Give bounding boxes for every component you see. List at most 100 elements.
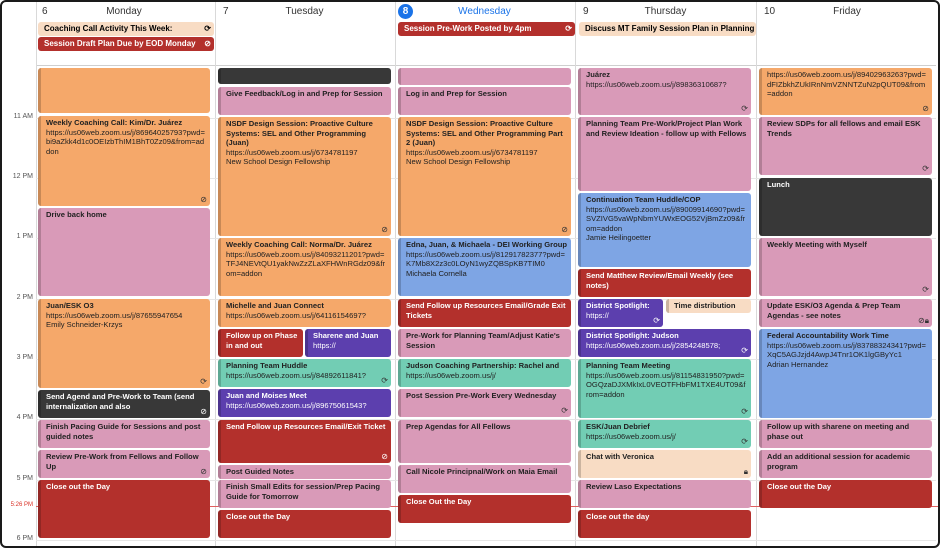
- event-block[interactable]: Planning Team Meeting https://us06web.zo…: [578, 359, 751, 418]
- event-title: Follow up with sharene on meeting and ph…: [767, 422, 910, 441]
- event-block[interactable]: Lunch: [759, 178, 932, 236]
- event-title: Lunch: [767, 180, 790, 189]
- event-block[interactable]: Michelle and Juan Connect https://us06we…: [218, 299, 391, 327]
- event-block[interactable]: Close Out the Day: [398, 495, 571, 523]
- event-block[interactable]: Drive back home: [38, 208, 210, 296]
- time-label: 2 PM: [16, 294, 33, 301]
- event-block[interactable]: Send Follow up Resources Email/Grade Exi…: [398, 299, 571, 327]
- muted-icon: ⊘: [200, 406, 207, 416]
- repeat-icon: ⟳: [922, 163, 929, 173]
- event-title: Log in and Prep for Session: [406, 89, 507, 98]
- column-divider: [215, 2, 216, 546]
- event-block[interactable]: Chat with Veronica 🔒︎: [578, 450, 751, 478]
- event-block[interactable]: Planning Team Huddle https://us06web.zoo…: [218, 359, 391, 387]
- event-block[interactable]: [218, 68, 391, 84]
- event-block[interactable]: Juárez https://us06web.zoom.us/j/8983631…: [578, 68, 751, 115]
- event-title: Federal Accountability Work Time: [767, 331, 889, 340]
- event-block[interactable]: Weekly Coaching Call: Kim/Dr. Juárez htt…: [38, 116, 210, 206]
- repeat-icon: ⟳: [741, 436, 748, 446]
- event-title: Weekly Coaching Call: Kim/Dr. Juárez: [46, 118, 183, 127]
- event-block[interactable]: [38, 68, 210, 113]
- event-block[interactable]: Post Guided Notes: [218, 465, 391, 479]
- event-block[interactable]: Add an additional session for academic p…: [759, 450, 932, 478]
- event-title: Planning Team Pre-Work/Project Plan Work…: [586, 119, 747, 138]
- event-title: Juárez: [586, 70, 611, 79]
- all-day-event[interactable]: Session Pre-Work Posted by 4pm ⟳: [398, 22, 575, 36]
- time-label: 6 PM: [16, 535, 33, 542]
- event-block[interactable]: Send Agend and Pre-Work to Team (send in…: [38, 390, 210, 418]
- event-block[interactable]: Review SDPs for all fellows and email ES…: [759, 117, 932, 175]
- event-block[interactable]: Log in and Prep for Session: [398, 87, 571, 115]
- event-block[interactable]: Send Follow up Resources Email/Exit Tick…: [218, 420, 391, 463]
- event-block[interactable]: Weekly Coaching Call: Norma/Dr. Juárez h…: [218, 238, 391, 296]
- event-title: Add an additional session for academic p…: [767, 452, 911, 471]
- event-title: ESK/Juan Debrief: [586, 422, 650, 431]
- event-block[interactable]: Call Nicole Principnal/Work on Maia Emai…: [398, 465, 571, 493]
- day-header-monday[interactable]: 6 Monday: [36, 2, 212, 20]
- day-name: Wednesday: [458, 5, 511, 17]
- all-day-event[interactable]: Session Draft Plan Due by EOD Monday ⊘: [38, 37, 214, 51]
- event-block[interactable]: Close out the Day: [38, 480, 210, 538]
- event-title: NSDF Design Session: Proactive Culture S…: [406, 119, 563, 147]
- event-block[interactable]: Sharene and Juan https://: [305, 329, 391, 357]
- event-block[interactable]: Juan and Moises Meet https://us06web.zoo…: [218, 389, 391, 417]
- muted-icon: ⊘: [381, 224, 388, 234]
- day-number: 6: [42, 5, 48, 17]
- column-divider: [756, 2, 757, 546]
- event-title: Discuss MT Family Session Plan in Planni…: [585, 24, 755, 33]
- event-block[interactable]: Pre-Work for Planning Team/Adjust Katie'…: [398, 329, 571, 357]
- event-title: Give Feedback/Log in and Prep for Sessio…: [226, 89, 383, 98]
- event-block[interactable]: Weekly Meeting with Myself ⟳: [759, 238, 932, 296]
- event-title: Send Matthew Review/Email Weekly (see no…: [586, 271, 734, 290]
- event-block[interactable]: Close out the Day: [759, 480, 932, 508]
- event-title: Close out the Day: [226, 512, 291, 521]
- day-number-today: 8: [398, 3, 413, 19]
- event-block[interactable]: Time distribution: [666, 299, 751, 313]
- event-block[interactable]: Follow up with sharene on meeting and ph…: [759, 420, 932, 448]
- day-header-tuesday[interactable]: 7 Tuesday: [217, 2, 392, 20]
- event-title: Close out the Day: [767, 482, 832, 491]
- repeat-icon: ⟳: [922, 284, 929, 294]
- event-title: Planning Team Huddle: [226, 361, 308, 370]
- event-block[interactable]: Juan/ESK O3 https://us06web.zoom.us/j/87…: [38, 299, 210, 388]
- event-details: https://us06web.zoom.us/j/64116154697?: [226, 310, 367, 320]
- muted-icon: ⊘: [204, 39, 211, 48]
- event-block[interactable]: Review Laso Expectations: [578, 480, 751, 508]
- event-block[interactable]: Planning Team Pre-Work/Project Plan Work…: [578, 117, 751, 191]
- event-block[interactable]: NSDF Design Session: Proactive Culture S…: [398, 117, 571, 236]
- day-header-friday[interactable]: 10 Friday: [758, 2, 936, 20]
- event-block[interactable]: Give Feedback/Log in and Prep for Sessio…: [218, 87, 391, 115]
- repeat-icon: ⟳: [381, 375, 388, 385]
- event-block[interactable]: https://us06web.zoom.us/j/89402963263?pw…: [759, 68, 932, 115]
- event-details: https://us06web.zoom.us/j/84093211201?pw…: [226, 249, 386, 278]
- event-title: Juan/ESK O3: [46, 301, 94, 310]
- event-block[interactable]: District Spotlight: Judson https://us06w…: [578, 329, 751, 357]
- event-block[interactable]: ESK/Juan Debrief https://us06web.zoom.us…: [578, 420, 751, 448]
- event-block[interactable]: Federal Accountability Work Time https:/…: [759, 329, 932, 418]
- event-block[interactable]: Prep Agendas for All Fellows: [398, 420, 571, 463]
- event-title: Weekly Meeting with Myself: [767, 240, 867, 249]
- event-block[interactable]: Follow up on Phase in and out: [218, 329, 303, 357]
- all-day-event[interactable]: Discuss MT Family Session Plan in Planni…: [579, 22, 756, 36]
- event-block[interactable]: Close out the day: [578, 510, 751, 538]
- event-block[interactable]: Close out the Day: [218, 510, 391, 538]
- event-block[interactable]: Finish Pacing Guide for Sessions and pos…: [38, 420, 210, 448]
- event-details: https://: [313, 340, 336, 350]
- day-header-thursday[interactable]: 9 Thursday: [577, 2, 754, 20]
- event-block[interactable]: [398, 68, 571, 85]
- event-block[interactable]: Continuation Team Huddle/COP https://us0…: [578, 193, 751, 267]
- event-block[interactable]: NSDF Design Session: Proactive Culture S…: [218, 117, 391, 236]
- event-block[interactable]: Judson Coaching Partnership: Rachel and …: [398, 359, 571, 387]
- day-header-wednesday[interactable]: 8 Wednesday: [396, 2, 573, 20]
- event-block[interactable]: Send Matthew Review/Email Weekly (see no…: [578, 269, 751, 297]
- event-details: https://us06web.zoom.us/j/81154831950?pw…: [586, 370, 746, 399]
- event-block[interactable]: Post Session Pre-Work Every Wednesday ⟳: [398, 389, 571, 417]
- all-day-event[interactable]: Coaching Call Activity This Week: ⟳: [38, 22, 214, 36]
- event-block[interactable]: Finish Small Edits for session/Prep Paci…: [218, 480, 391, 508]
- time-label: 12 PM: [12, 173, 33, 180]
- event-block[interactable]: Update ESK/O3 Agenda & Prep Team Agendas…: [759, 299, 932, 327]
- event-block[interactable]: District Spotlight: https:// ⟳: [578, 299, 663, 327]
- event-block[interactable]: Edna, Juan, & Michaela - DEI Working Gro…: [398, 238, 571, 296]
- event-block[interactable]: Review Pre-Work from Fellows and Follow …: [38, 450, 210, 478]
